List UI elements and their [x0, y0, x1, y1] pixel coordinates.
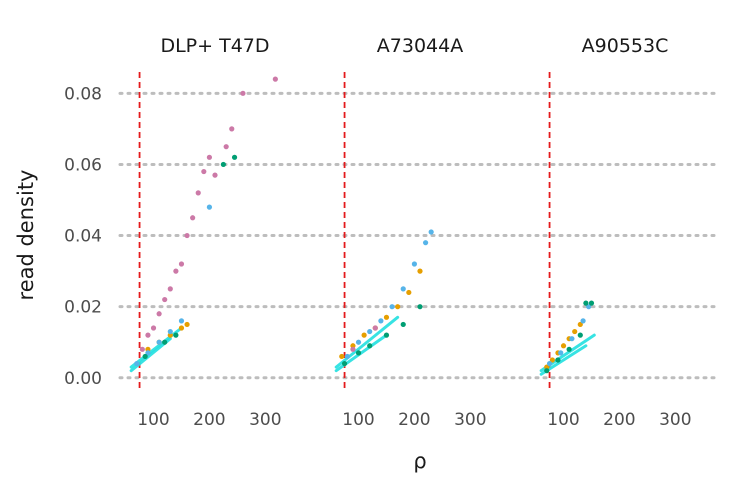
fit-line: [129, 326, 183, 369]
y-tick-label: 0.06: [64, 155, 102, 175]
data-point-pink: [229, 126, 235, 132]
x-tick-label: 200: [398, 410, 430, 430]
y-tick-label: 0.04: [64, 227, 102, 247]
data-point-green: [383, 332, 390, 338]
data-point-orange: [361, 332, 367, 338]
plot-area: 0.00 0.02 0.04 0.06 0.08 DLP+ T47D 100 200 300 A7…: [64, 35, 718, 430]
data-point-orange: [572, 328, 578, 335]
data-point-orange: [350, 343, 356, 349]
data-point-green: [555, 357, 561, 363]
data-point-green: [162, 339, 168, 345]
data-point-pink: [178, 261, 185, 267]
x-tick-label: 100: [137, 410, 169, 430]
data-point-pink: [184, 232, 190, 239]
data-point-orange: [145, 346, 151, 352]
x-tick-label: 300: [249, 410, 281, 430]
x-tick-label: 300: [454, 410, 486, 430]
data-point-blue: [400, 286, 406, 292]
data-point-green: [173, 332, 179, 338]
y-axis-label: read density: [14, 170, 38, 301]
data-point-orange: [577, 321, 583, 328]
data-point-blue: [586, 304, 592, 310]
data-point-blue: [422, 240, 429, 246]
x-tick-label: 200: [193, 410, 225, 430]
data-point-orange: [549, 357, 555, 363]
data-point-green: [566, 346, 572, 352]
data-point-blue: [344, 353, 350, 360]
data-point-pink: [156, 311, 162, 317]
panel-title: A73044A: [377, 35, 463, 57]
x-tick-label: 200: [603, 410, 635, 430]
x-tick-label: 300: [659, 410, 691, 430]
x-tick-label: 100: [342, 410, 374, 430]
y-tick-label: 0.00: [64, 369, 102, 389]
data-point-green: [544, 368, 550, 374]
x-axis-label: ρ: [413, 449, 426, 473]
y-tick-label: 0.08: [64, 84, 102, 104]
data-point-green: [367, 343, 373, 349]
data-point-blue: [145, 350, 151, 356]
data-point-orange: [544, 364, 550, 370]
data-point-pink: [212, 172, 218, 178]
data-point-orange: [339, 353, 345, 360]
data-point-pink: [372, 325, 378, 331]
data-point-green: [231, 154, 238, 160]
data-point-pink: [195, 190, 201, 196]
data-point-blue: [206, 204, 213, 210]
data-point-blue: [411, 261, 418, 267]
data-point-pink: [350, 346, 356, 352]
x-tick-label: 100: [547, 410, 579, 430]
data-point-pink: [240, 90, 246, 96]
panel-title: DLP+ T47D: [160, 35, 269, 57]
data-point-orange: [560, 343, 567, 349]
data-point-blue: [428, 229, 434, 235]
data-point-green: [400, 321, 406, 328]
data-point-blue: [558, 350, 564, 356]
data-point-blue: [178, 318, 185, 324]
data-point-blue: [134, 360, 140, 367]
data-point-blue: [378, 318, 384, 324]
data-point-green: [417, 304, 423, 310]
data-point-green: [220, 161, 226, 168]
data-point-blue: [156, 339, 162, 345]
data-point-green: [142, 353, 148, 360]
data-point-pink: [190, 215, 196, 221]
data-point-blue: [389, 304, 395, 310]
data-point-pink: [139, 346, 145, 352]
data-point-orange: [395, 304, 401, 310]
data-point-blue: [167, 328, 173, 335]
data-point-green: [341, 360, 348, 367]
data-point-green: [583, 300, 589, 306]
data-point-blue: [580, 318, 586, 324]
data-point-pink: [150, 325, 157, 331]
data-point-pink: [201, 168, 207, 175]
data-point-pink: [162, 296, 168, 303]
data-point-blue: [569, 336, 575, 342]
panel-title: A90553C: [582, 35, 669, 57]
data-point-pink: [145, 332, 151, 338]
data-point-orange: [178, 325, 185, 331]
data-point-green: [588, 300, 595, 306]
data-point-blue: [355, 339, 362, 345]
data-point-pink: [167, 286, 173, 292]
data-point-orange: [406, 289, 412, 296]
data-point-orange: [167, 332, 173, 338]
y-tick-label: 0.02: [64, 298, 102, 318]
data-point-orange: [383, 314, 390, 320]
data-point-pink: [223, 144, 229, 150]
data-point-blue: [367, 328, 373, 335]
data-point-pink: [206, 154, 213, 160]
data-point-orange: [184, 321, 190, 328]
data-point-pink: [272, 76, 278, 82]
data-point-blue: [546, 360, 553, 367]
data-point-pink: [173, 268, 179, 274]
data-point-green: [355, 350, 362, 356]
data-point-orange: [417, 268, 423, 274]
data-point-green: [577, 332, 583, 338]
